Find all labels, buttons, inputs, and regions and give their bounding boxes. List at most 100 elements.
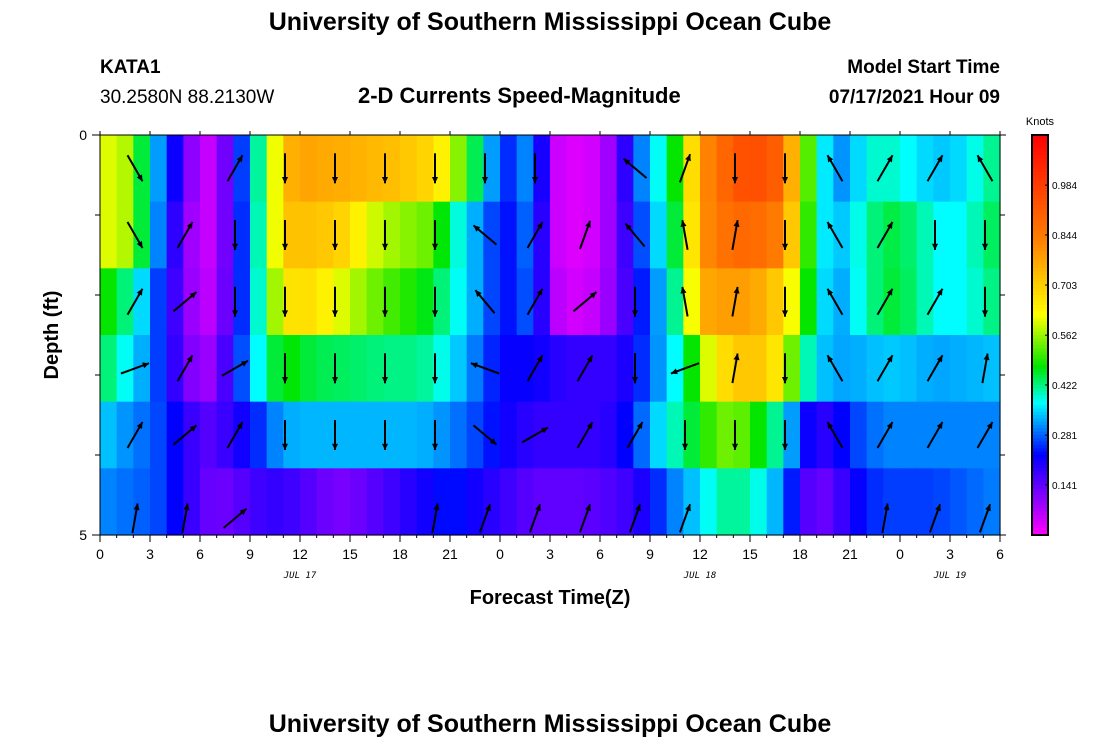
heatmap-cell	[933, 401, 951, 469]
heatmap-cell	[500, 268, 518, 336]
heatmap-cell	[716, 468, 734, 536]
y-tick-label: 5	[79, 527, 87, 543]
heatmap-cell	[100, 268, 118, 336]
heatmap-cell	[950, 135, 968, 203]
model-start-label: Model Start Time	[847, 57, 1000, 78]
heatmap-cell	[900, 135, 918, 203]
colorbar-segment	[1032, 425, 1048, 429]
heatmap-cell	[266, 335, 284, 403]
heatmap-cell	[716, 135, 734, 203]
heatmap-cell	[933, 201, 951, 269]
colorbar-segment	[1032, 351, 1048, 356]
colorbar-segment	[1032, 321, 1048, 326]
colorbar-segment	[1032, 388, 1048, 393]
heatmap-cell	[883, 268, 901, 336]
current-vector-head	[977, 155, 984, 163]
current-vector-head	[231, 243, 239, 250]
colorbar-segment	[1032, 518, 1048, 523]
current-vector-head	[433, 503, 440, 511]
heatmap-cell	[850, 201, 868, 269]
heatmap-cell	[600, 135, 618, 203]
heatmap-cell	[966, 401, 984, 469]
current-vector-head	[485, 504, 491, 512]
x-tick-label: 3	[546, 546, 554, 562]
x-tick-label: 12	[692, 546, 708, 562]
colorbar-segment	[1032, 181, 1048, 186]
colorbar-segment	[1032, 191, 1048, 196]
heatmap-cell	[983, 401, 1001, 469]
colorbar-segment	[1032, 161, 1048, 166]
current-vector-head	[331, 443, 339, 450]
heatmap-cell	[966, 201, 984, 269]
heatmap-cell	[300, 135, 318, 203]
colorbar-segment	[1032, 525, 1048, 529]
current-vector-head	[733, 353, 740, 361]
heatmap-cell	[650, 135, 668, 203]
current-vector-head	[281, 310, 289, 317]
current-vector-head	[827, 155, 834, 163]
current-vector-head	[883, 503, 890, 511]
heatmap-cell	[766, 268, 784, 336]
current-vector-head	[936, 355, 943, 363]
colorbar-segment	[1032, 468, 1048, 473]
heatmap-cell	[833, 268, 851, 336]
colorbar-segment	[1032, 348, 1048, 353]
colorbar-tick-label: 0.562	[1052, 331, 1077, 342]
heatmap-cell	[433, 401, 451, 469]
heatmap-cell	[750, 468, 768, 536]
heatmap-cell	[116, 335, 134, 403]
colorbar-segment	[1032, 435, 1048, 439]
colorbar-segment	[1032, 195, 1048, 199]
current-vector-head	[827, 288, 834, 296]
heatmap-cell	[100, 401, 118, 469]
heatmap-cell	[750, 335, 768, 403]
heatmap-cell	[900, 201, 918, 269]
y-tick-label: 0	[79, 127, 87, 143]
colorbar-segment	[1032, 225, 1048, 229]
heatmap-cell	[650, 201, 668, 269]
heatmap-cell	[100, 135, 118, 203]
current-vector-head	[231, 310, 239, 317]
heatmap-cell	[666, 401, 684, 469]
heatmap-cell	[566, 201, 584, 269]
colorbar-segment	[1032, 328, 1048, 333]
x-tick-label: 15	[742, 546, 758, 562]
heatmap-cell	[483, 335, 501, 403]
colorbar-segment	[1032, 135, 1048, 139]
heatmap-cell	[283, 268, 301, 336]
heatmap-cell	[916, 135, 934, 203]
heatmap-cell	[816, 135, 834, 203]
current-vector-head	[680, 220, 687, 227]
colorbar-segment	[1032, 448, 1048, 453]
heatmap-cell	[450, 401, 468, 469]
colorbar-segment	[1032, 398, 1048, 403]
station-id: KATA1	[100, 57, 161, 78]
heatmap-cell	[666, 135, 684, 203]
y-axis-label: Depth (ft)	[41, 291, 63, 380]
heatmap-cell	[700, 201, 718, 269]
heatmap-cell	[283, 335, 301, 403]
heatmap-cell	[366, 335, 384, 403]
heatmap-cell	[100, 335, 118, 403]
heatmap-cell	[866, 135, 884, 203]
colorbar-segment	[1032, 401, 1048, 406]
current-vector-head	[186, 222, 193, 229]
current-vector-head	[186, 355, 193, 363]
colorbar-segment	[1032, 291, 1048, 296]
heatmap-cell	[783, 135, 801, 203]
heatmap-cell	[466, 135, 484, 203]
current-vector-head	[136, 241, 143, 248]
colorbar-segment	[1032, 188, 1048, 193]
heatmap-cell	[550, 268, 568, 336]
colorbar-segment	[1032, 355, 1048, 359]
heatmap-cell	[783, 401, 801, 469]
colorbar-segment	[1032, 325, 1048, 329]
current-vector-head	[936, 422, 943, 429]
colorbar-segment	[1032, 268, 1048, 273]
heatmap-cell	[483, 401, 501, 469]
heatmap-cell	[900, 401, 918, 469]
current-vector-head	[473, 225, 481, 232]
heatmap-cell	[333, 201, 351, 269]
heatmap-cell	[116, 401, 134, 469]
x-tick-label: 3	[946, 546, 954, 562]
